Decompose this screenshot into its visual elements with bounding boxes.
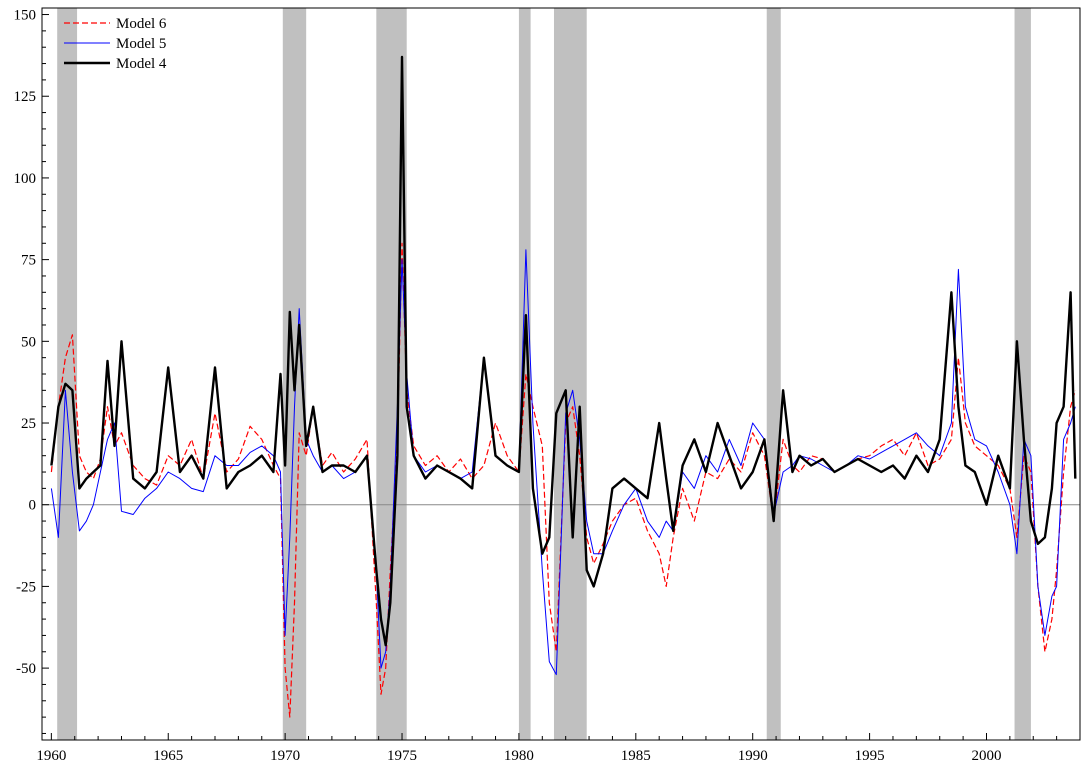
y-tick-label: 75 (21, 253, 36, 269)
y-tick-label: 0 (29, 498, 37, 514)
y-tick-label: 50 (21, 334, 36, 350)
legend-label-model-6: Model 6 (116, 16, 167, 32)
x-tick-label: 1995 (855, 748, 885, 764)
y-tick-label: -25 (16, 579, 36, 595)
y-tick-label: 125 (14, 89, 37, 105)
series-line-model-6 (50, 242, 1076, 718)
series-line-model-5 (50, 249, 1076, 676)
x-tick-label: 1960 (36, 748, 66, 764)
legend-label-model-4: Model 4 (116, 56, 167, 72)
x-tick-label: 1990 (738, 748, 768, 764)
y-tick-label: -50 (16, 661, 36, 677)
x-tick-label: 1985 (621, 748, 651, 764)
axes: -50 -25 0 25 50 75 100 125 150 1960 1965 1970 1975 19… (14, 7, 1081, 764)
series-line-model-4 (50, 55, 1077, 647)
x-tick-label: 2000 (971, 748, 1001, 764)
series-lines (50, 55, 1077, 718)
shaded-period-0 (57, 8, 78, 740)
legend-label-model-5: Model 5 (116, 36, 166, 52)
y-tick-label: 100 (14, 171, 37, 187)
shaded-period-3 (518, 8, 531, 740)
x-tick-label: 1975 (387, 748, 417, 764)
shaded-period-4 (553, 8, 587, 740)
x-tick-label: 1980 (504, 748, 534, 764)
x-tick-label: 1970 (270, 748, 300, 764)
legend: Model 6 Model 5 Model 4 (64, 16, 167, 72)
shaded-period-5 (766, 8, 781, 740)
y-tick-label: 25 (21, 416, 36, 432)
recession-shading (57, 8, 1031, 740)
y-tick-label: 150 (14, 8, 37, 24)
shaded-period-6 (1014, 8, 1031, 740)
x-tick-label: 1965 (153, 748, 183, 764)
